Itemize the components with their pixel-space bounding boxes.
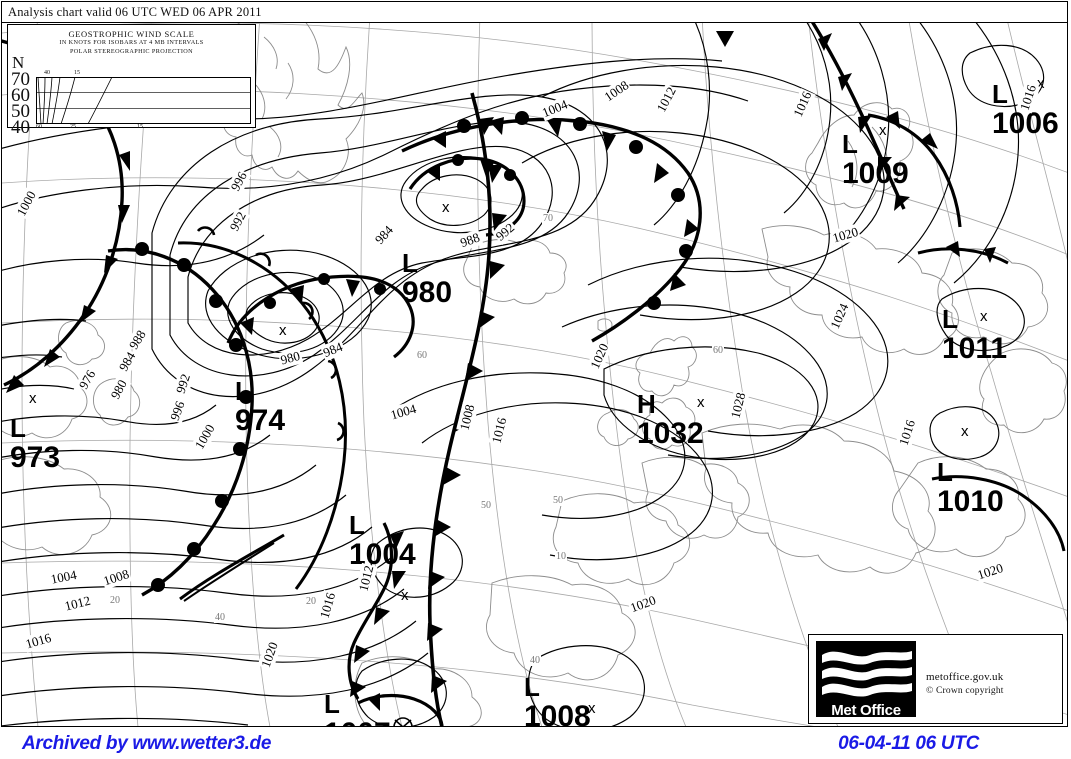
wind-scale-top-label-15: 15 xyxy=(74,70,80,76)
wave-icon xyxy=(816,641,916,717)
pressure-centre-value: 1032 xyxy=(637,417,704,450)
pressure-centre-l-1008: L 1008 xyxy=(524,672,591,727)
met-office-url: metoffice.gov.uk xyxy=(926,671,1004,683)
pressure-centre-l-980: L 980 xyxy=(402,250,452,308)
pressure-centre-l-1010: L 1010 xyxy=(937,459,1004,517)
wave-symbol xyxy=(393,717,413,726)
occluded-front-low980 xyxy=(408,154,526,237)
pressure-centre-l-1004: L 1004 xyxy=(349,512,416,570)
wind-scale-graph xyxy=(36,77,251,124)
pressure-centre-marker: x xyxy=(879,122,887,139)
archive-timestamp: 06-04-11 06 UTC xyxy=(838,733,979,754)
front-marker-top xyxy=(716,31,734,47)
front-northeast-corner xyxy=(917,241,1066,552)
pressure-centre-type: L xyxy=(524,672,540,702)
wind-scale-bottom-label-25: 25 xyxy=(70,124,76,130)
graticule-label: 20 xyxy=(109,595,121,606)
archive-source-text: Archived by www.wetter3.de xyxy=(22,733,272,754)
graticule-label: 40 xyxy=(529,655,541,666)
pressure-centre-marker: x xyxy=(442,199,450,216)
pressure-centre-type: L xyxy=(402,248,418,278)
pressure-centre-marker: x xyxy=(1037,75,1045,92)
pressure-centre-type: L xyxy=(349,510,365,540)
pressure-centre-type: L xyxy=(992,79,1008,109)
pressure-centre-l-1009: L 1009 xyxy=(842,131,909,189)
chart-frame: Analysis chart valid 06 UTC WED 06 APR 2… xyxy=(1,1,1068,727)
pressure-centre-value: 1006 xyxy=(992,107,1059,140)
wind-scale-top-label-40: 40 xyxy=(44,70,50,76)
pressure-centre-type: L xyxy=(937,457,953,487)
archive-banner: Archived by www.wetter3.de 06-04-11 06 U… xyxy=(0,727,1071,759)
pressure-centre-l-1011: L 1011 xyxy=(942,306,1007,364)
geostrophic-wind-scale: GEOSTROPHIC WIND SCALE IN KNOTS FOR ISOB… xyxy=(7,24,256,138)
wind-scale-bottom-label-60: 60 xyxy=(36,124,42,130)
occluded-front-north xyxy=(401,111,702,343)
pressure-centre-marker: x xyxy=(279,322,287,339)
pressure-centre-type: L xyxy=(842,129,858,159)
pressure-centre-marker: x xyxy=(961,423,969,440)
front-iberia-wave xyxy=(357,693,444,726)
pressure-centre-value: 1008 xyxy=(524,700,591,727)
met-office-wordmark: Met Office xyxy=(831,702,901,719)
pressure-centre-l-1006: L 1006 xyxy=(992,81,1059,139)
pressure-centre-type: L xyxy=(942,304,958,334)
pressure-centre-value: 1009 xyxy=(842,157,909,190)
wind-scale-heading-3: POLAR STEREOGRAPHIC PROJECTION xyxy=(69,48,194,55)
page-title: Analysis chart valid 06 UTC WED 06 APR 2… xyxy=(8,5,262,19)
pressure-centre-marker: x xyxy=(401,587,409,604)
met-office-logo-mark xyxy=(816,641,916,717)
wind-scale-north-label: N xyxy=(12,53,25,72)
pressure-centre-type: L xyxy=(10,413,26,443)
wind-scale-lat-50: 50 xyxy=(11,101,30,122)
wind-scale-lat-60: 60 xyxy=(11,85,30,106)
pressure-centre-type: H xyxy=(637,389,656,419)
graticule-label: 60 xyxy=(416,350,428,361)
wind-scale-heading-2: IN KNOTS FOR ISOBARS AT 4 MB INTERVALS xyxy=(59,39,204,46)
title-bar: Analysis chart valid 06 UTC WED 06 APR 2… xyxy=(2,2,1067,23)
graticule-label: 60 xyxy=(712,345,724,356)
graticule-label: 70 xyxy=(542,213,554,224)
graticule-label: 40 xyxy=(214,612,226,623)
wind-scale-bottom-label-15: 15 xyxy=(137,124,143,130)
pressure-centre-type: L xyxy=(324,689,340,719)
pressure-centre-marker: x xyxy=(980,308,988,325)
graticule-label: 20 xyxy=(305,596,317,607)
cold-front-main xyxy=(427,92,507,726)
graticule-label: 50 xyxy=(552,495,564,506)
front-scandinavia xyxy=(811,23,962,228)
pressure-centre-type: L xyxy=(235,376,251,406)
occluded-front-low974 xyxy=(226,273,415,359)
pressure-centre-l-1007: L1007 xyxy=(324,689,391,727)
pressure-centre-marker: x xyxy=(588,700,596,717)
pressure-centre-value: 1004 xyxy=(349,538,416,571)
pressure-centre-value: 973 xyxy=(10,441,61,474)
graticule-label: 10 xyxy=(555,551,567,562)
pressure-centre-h-1032: H 1032 xyxy=(637,391,704,449)
isobars xyxy=(2,23,1045,726)
pressure-centre-marker: x xyxy=(29,390,37,407)
pressure-centre-l-974: L 974 xyxy=(235,378,285,436)
pressure-centre-l-973: L 973 xyxy=(10,415,60,473)
pressure-centre-value: 980 xyxy=(402,276,453,309)
pressure-centre-marker: x xyxy=(697,394,705,411)
wind-scale-lat-70: 70 xyxy=(11,69,30,90)
pressure-centre-value: 1010 xyxy=(937,485,1004,518)
met-office-copyright: © Crown copyright xyxy=(926,686,1004,696)
pressure-centre-value: 1011 xyxy=(942,332,1008,365)
graticule-label: 50 xyxy=(480,500,492,511)
synoptic-map xyxy=(2,23,1067,726)
pressure-centre-value: 1007 xyxy=(324,719,391,727)
wind-scale-heading-1: GEOSTROPHIC WIND SCALE xyxy=(68,29,195,39)
wind-scale-lat-40: 40 xyxy=(11,117,30,138)
trough-line xyxy=(179,533,285,602)
pressure-centre-value: 974 xyxy=(235,404,286,437)
met-office-logo-box: Met Office metoffice.gov.uk © Crown copy… xyxy=(808,634,1063,724)
cold-front-secondary xyxy=(347,522,406,700)
